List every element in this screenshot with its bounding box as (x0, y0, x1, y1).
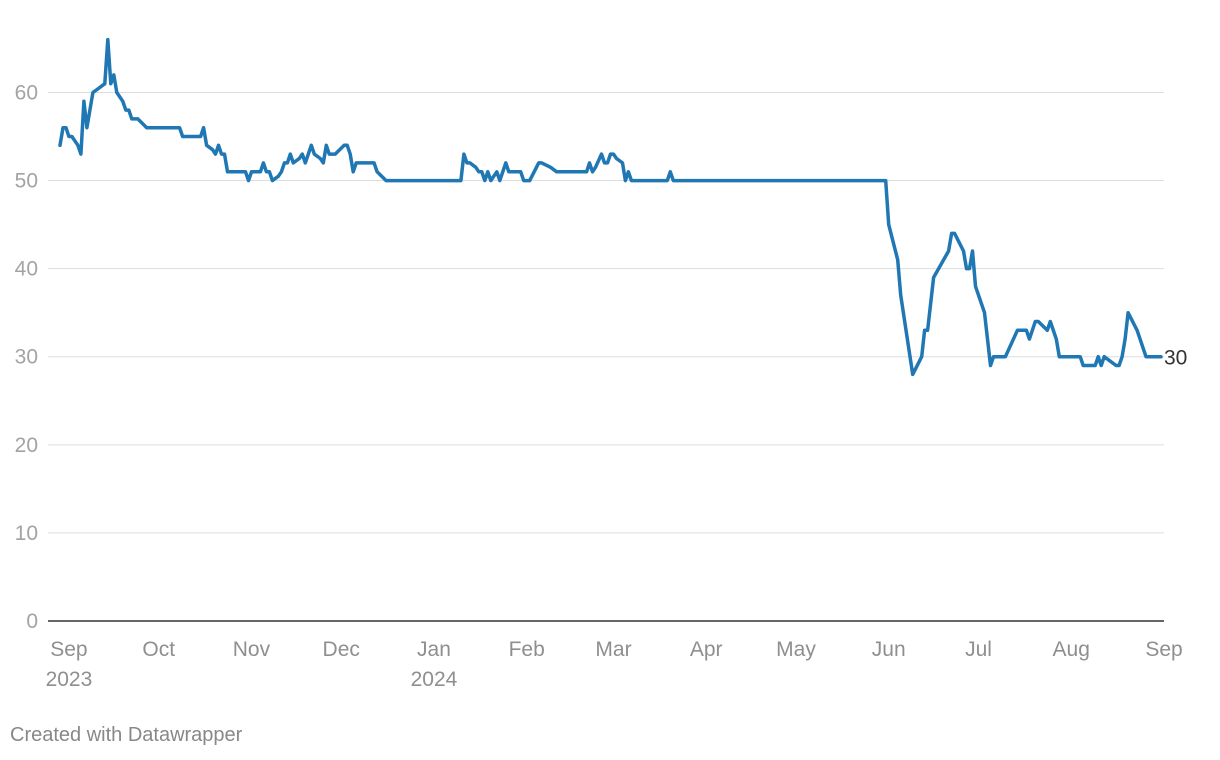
y-tick-label-30: 30 (15, 346, 38, 369)
x-tick-label-aug-11: Aug (1053, 638, 1090, 661)
x-tick-label-mar-6: Mar (595, 638, 631, 661)
y-tick-label-50: 50 (15, 170, 38, 193)
x-tick-label-jul-10: Jul (965, 638, 992, 661)
y-tick-label-40: 40 (15, 258, 38, 281)
x-tick-year-2024: 2024 (411, 668, 458, 691)
line-chart: 0 10 20 30 40 50 60 Sep 2023 Oct Nov Dec Jan 2024 Feb… (15, 37, 1187, 691)
x-tick-label-jan-4: Jan (417, 638, 451, 661)
series-line-0 (58, 37, 1163, 377)
x-tick-label-dec-3: Dec (323, 638, 360, 661)
x-tick-label-sep-12: Sep (1145, 638, 1182, 661)
x-tick-label-may-8: May (776, 638, 816, 661)
x-tick-label-jun-9: Jun (872, 638, 906, 661)
x-tick-label-feb-5: Feb (509, 638, 545, 661)
datawrapper-credit: Created with Datawrapper (10, 724, 243, 746)
y-axis-tick-labels: 0 10 20 30 40 50 60 (15, 81, 38, 633)
y-tick-label-20: 20 (15, 434, 38, 457)
series-layer: 30 (58, 37, 1187, 377)
x-tick-label-apr-7: Apr (690, 638, 723, 661)
x-tick-year-2023: 2023 (46, 668, 93, 691)
x-tick-label-oct-1: Oct (142, 638, 175, 661)
gridlines (48, 91, 1164, 534)
y-tick-label-60: 60 (15, 81, 38, 104)
end-value-label: 30 (1164, 347, 1187, 370)
x-tick-label-sep-0: Sep (50, 638, 87, 661)
y-tick-label-0: 0 (26, 610, 38, 633)
y-tick-label-10: 10 (15, 522, 38, 545)
x-tick-label-nov-2: Nov (233, 638, 271, 661)
x-axis-tick-labels: Sep 2023 Oct Nov Dec Jan 2024 Feb Mar Apr May Jun Ju… (46, 638, 1183, 691)
